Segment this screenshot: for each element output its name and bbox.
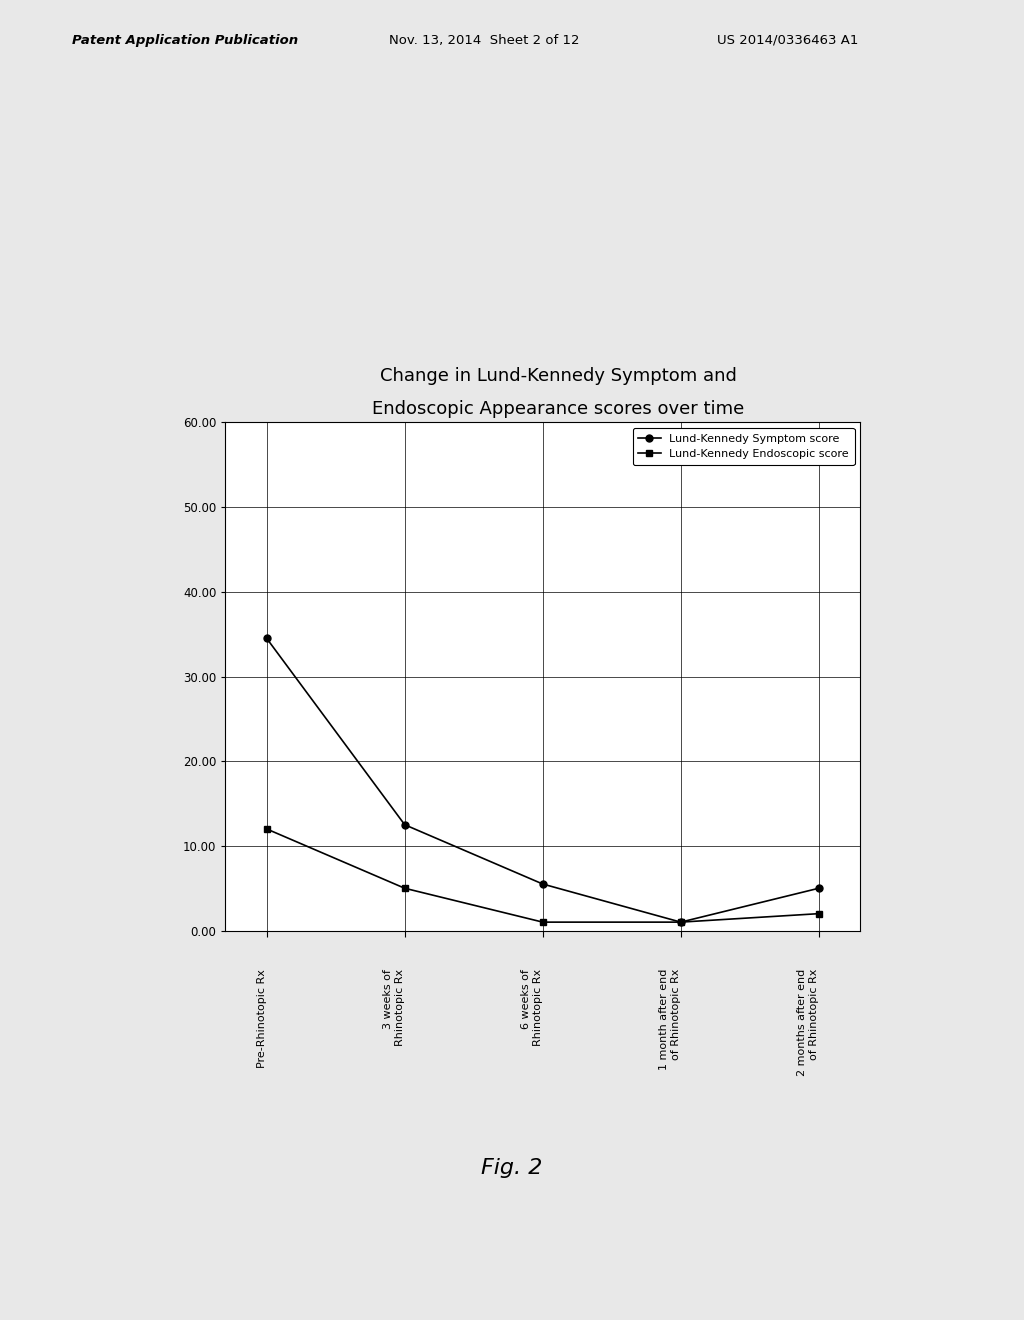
Lund-Kennedy Symptom score: [675, 915, 687, 931]
Lund-Kennedy Symptom score: [813, 880, 825, 896]
Lund-Kennedy Endoscopic score: [537, 915, 549, 931]
Lund-Kennedy Endoscopic score: [813, 906, 825, 921]
Text: 1 month after end
of Rhinotopic Rx: 1 month after end of Rhinotopic Rx: [659, 969, 681, 1071]
Line: Lund-Kennedy Symptom score: Lund-Kennedy Symptom score: [263, 635, 822, 925]
Text: Endoscopic Appearance scores over time: Endoscopic Appearance scores over time: [372, 400, 744, 418]
Text: US 2014/0336463 A1: US 2014/0336463 A1: [717, 33, 858, 46]
Text: Change in Lund-Kennedy Symptom and: Change in Lund-Kennedy Symptom and: [380, 367, 736, 385]
Text: Patent Application Publication: Patent Application Publication: [72, 33, 298, 46]
Text: Nov. 13, 2014  Sheet 2 of 12: Nov. 13, 2014 Sheet 2 of 12: [389, 33, 580, 46]
Lund-Kennedy Endoscopic score: [398, 880, 411, 896]
Text: 2 months after end
of Rhinotopic Rx: 2 months after end of Rhinotopic Rx: [797, 969, 819, 1076]
Lund-Kennedy Symptom score: [260, 631, 272, 647]
Lund-Kennedy Endoscopic score: [675, 915, 687, 931]
Lund-Kennedy Symptom score: [398, 817, 411, 833]
Text: 3 weeks of
Rhinotopic Rx: 3 weeks of Rhinotopic Rx: [383, 969, 404, 1045]
Legend: Lund-Kennedy Symptom score, Lund-Kennedy Endoscopic score: Lund-Kennedy Symptom score, Lund-Kennedy…: [633, 428, 855, 465]
Text: 6 weeks of
Rhinotopic Rx: 6 weeks of Rhinotopic Rx: [521, 969, 543, 1045]
Lund-Kennedy Symptom score: [537, 876, 549, 892]
Lund-Kennedy Endoscopic score: [260, 821, 272, 837]
Line: Lund-Kennedy Endoscopic score: Lund-Kennedy Endoscopic score: [263, 825, 822, 925]
Text: Fig. 2: Fig. 2: [481, 1158, 543, 1179]
Text: Pre-Rhinotopic Rx: Pre-Rhinotopic Rx: [257, 969, 266, 1068]
